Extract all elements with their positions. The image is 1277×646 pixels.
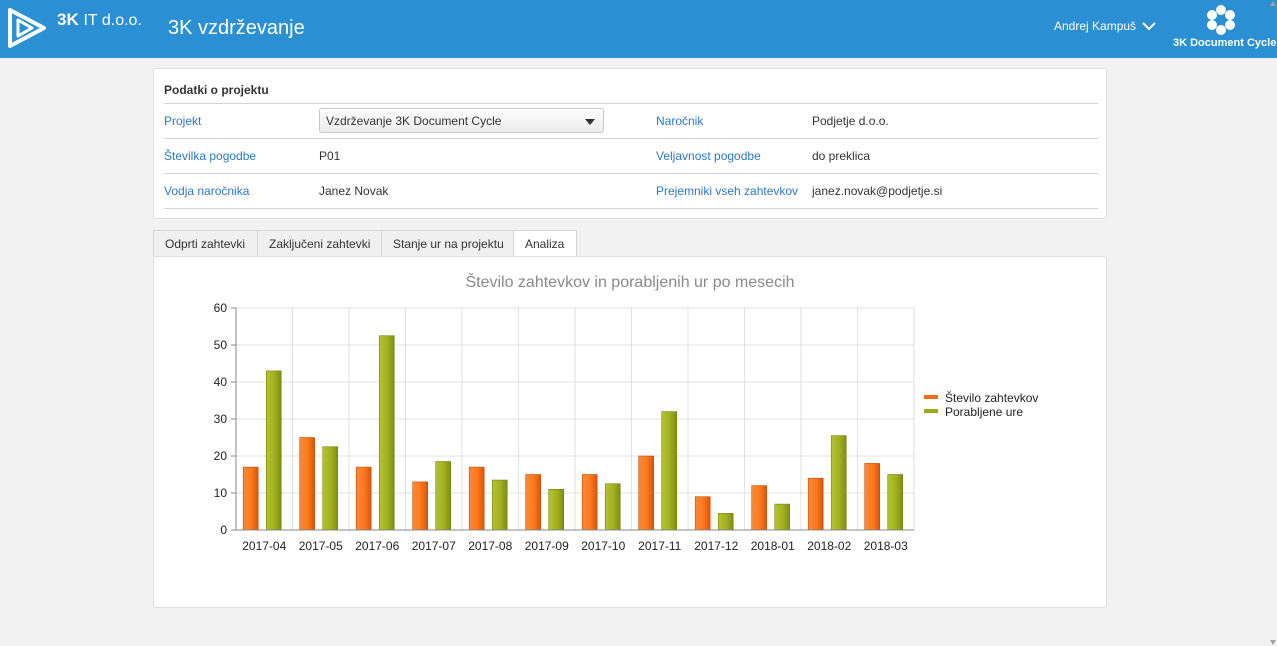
bar-requests-2017-10[interactable] xyxy=(581,474,598,531)
tab-hours-status[interactable]: Stanje ur na projektu xyxy=(381,230,514,257)
divider xyxy=(164,138,1098,139)
bar-requests-2018-02[interactable] xyxy=(807,477,824,531)
y-tick-label: 10 xyxy=(214,486,228,500)
recipients-value: janez.novak@podjetje.si xyxy=(812,184,943,198)
bar-hours-2017-11[interactable] xyxy=(661,411,678,531)
bar-hours-2017-10[interactable] xyxy=(604,483,621,531)
legend-swatch xyxy=(924,409,938,413)
legend-item[interactable]: Porabljene ure xyxy=(945,405,1023,419)
x-tick-label: 2017-10 xyxy=(581,539,625,553)
brand-name: 3K IT d.o.o. xyxy=(57,10,142,30)
bar-requests-2017-12[interactable] xyxy=(694,496,711,531)
bar-hours-2018-03[interactable] xyxy=(887,474,904,531)
bar-requests-2017-04[interactable] xyxy=(242,466,259,531)
bar-hours-2017-12[interactable] xyxy=(717,513,734,531)
client-lead-label: Vodja naročnika xyxy=(164,184,250,198)
project-select-value: Vzdrževanje 3K Document Cycle xyxy=(326,114,502,128)
contract-validity-value: do preklica xyxy=(812,149,871,163)
recipients-label: Prejemniki vseh zahtevkov xyxy=(656,184,799,198)
bar-requests-2018-01[interactable] xyxy=(751,485,768,531)
bar-hours-2017-04[interactable] xyxy=(265,370,282,531)
document-cycle-logo-icon[interactable] xyxy=(1205,4,1237,36)
chevron-down-icon xyxy=(1142,22,1156,31)
x-tick-label: 2017-04 xyxy=(242,539,286,553)
bar-requests-2017-09[interactable] xyxy=(525,474,542,531)
legend-swatch xyxy=(924,395,938,399)
divider xyxy=(164,103,1098,104)
client-lead-value: Janez Novak xyxy=(319,184,389,198)
bar-hours-2017-07[interactable] xyxy=(435,461,452,531)
bar-requests-2017-06[interactable] xyxy=(355,466,372,531)
x-tick-label: 2017-08 xyxy=(468,539,512,553)
contract-number-value: P01 xyxy=(319,149,341,163)
bar-hours-2017-09[interactable] xyxy=(548,489,565,531)
client-value: Podjetje d.o.o. xyxy=(812,114,889,128)
bar-chart: Število zahtevkov in porabljenih ur po m… xyxy=(214,272,1039,553)
top-bar: 3K IT d.o.o. 3K vzdrževanje Andrej Kampu… xyxy=(0,0,1277,58)
bar-hours-2018-02[interactable] xyxy=(830,435,847,531)
chart-panel: Število zahtevkov in porabljenih ur po m… xyxy=(153,256,1107,608)
chart-title: Število zahtevkov in porabljenih ur po m… xyxy=(465,272,794,291)
bar-hours-2017-05[interactable] xyxy=(322,446,339,531)
app-title: 3K vzdrževanje xyxy=(168,17,305,39)
brand-bold: 3K xyxy=(57,10,79,29)
contract-number-label: Številka pogodbe xyxy=(164,149,257,163)
x-tick-label: 2017-09 xyxy=(525,539,569,553)
project-info-panel: Podatki o projektu Projekt Vzdrževanje 3… xyxy=(153,68,1107,219)
bar-hours-2018-01[interactable] xyxy=(774,503,791,531)
x-tick-label: 2018-02 xyxy=(807,539,851,553)
y-tick-label: 20 xyxy=(214,449,228,463)
project-label: Projekt xyxy=(164,114,202,128)
user-menu[interactable]: Andrej Kampuš xyxy=(1054,19,1156,33)
y-tick-label: 50 xyxy=(214,338,228,352)
legend-item[interactable]: Število zahtevkov xyxy=(945,390,1038,405)
x-tick-label: 2018-01 xyxy=(751,539,795,553)
bar-requests-2017-05[interactable] xyxy=(299,437,316,531)
bar-requests-2017-08[interactable] xyxy=(468,466,485,531)
y-tick-label: 40 xyxy=(214,375,228,389)
x-tick-label: 2017-11 xyxy=(638,539,681,553)
divider xyxy=(164,173,1098,174)
y-tick-label: 0 xyxy=(220,523,227,537)
brand-rest: IT d.o.o. xyxy=(83,12,142,29)
contract-validity-label: Veljavnost pogodbe xyxy=(656,149,761,163)
tab-closed-requests[interactable]: Zaključeni zahtevki xyxy=(257,230,382,257)
x-tick-label: 2017-07 xyxy=(412,539,456,553)
y-tick-label: 30 xyxy=(214,412,228,426)
user-name: Andrej Kampuš xyxy=(1054,19,1137,33)
x-tick-label: 2017-05 xyxy=(299,539,343,553)
scrollbar[interactable] xyxy=(1269,0,1277,646)
x-tick-label: 2018-03 xyxy=(864,539,908,553)
bar-requests-2017-11[interactable] xyxy=(638,455,655,531)
panel-title: Podatki o projektu xyxy=(164,83,269,97)
bar-hours-2017-08[interactable] xyxy=(491,479,508,531)
x-tick-label: 2017-12 xyxy=(694,539,738,553)
project-select[interactable]: Vzdrževanje 3K Document Cycle xyxy=(319,108,604,133)
y-tick-label: 60 xyxy=(214,301,228,315)
caret-down-icon xyxy=(585,119,595,125)
bar-requests-2018-03[interactable] xyxy=(864,463,881,531)
logo-icon[interactable] xyxy=(8,8,46,48)
divider xyxy=(164,208,1098,209)
tab-analysis[interactable]: Analiza xyxy=(513,230,577,258)
bar-hours-2017-06[interactable] xyxy=(378,335,395,531)
tab-open-requests[interactable]: Odprti zahtevki xyxy=(153,230,258,257)
client-label: Naročnik xyxy=(656,114,704,128)
x-tick-label: 2017-06 xyxy=(355,539,399,553)
product-name: 3K Document Cycle xyxy=(1173,37,1277,49)
bar-requests-2017-07[interactable] xyxy=(412,481,429,531)
